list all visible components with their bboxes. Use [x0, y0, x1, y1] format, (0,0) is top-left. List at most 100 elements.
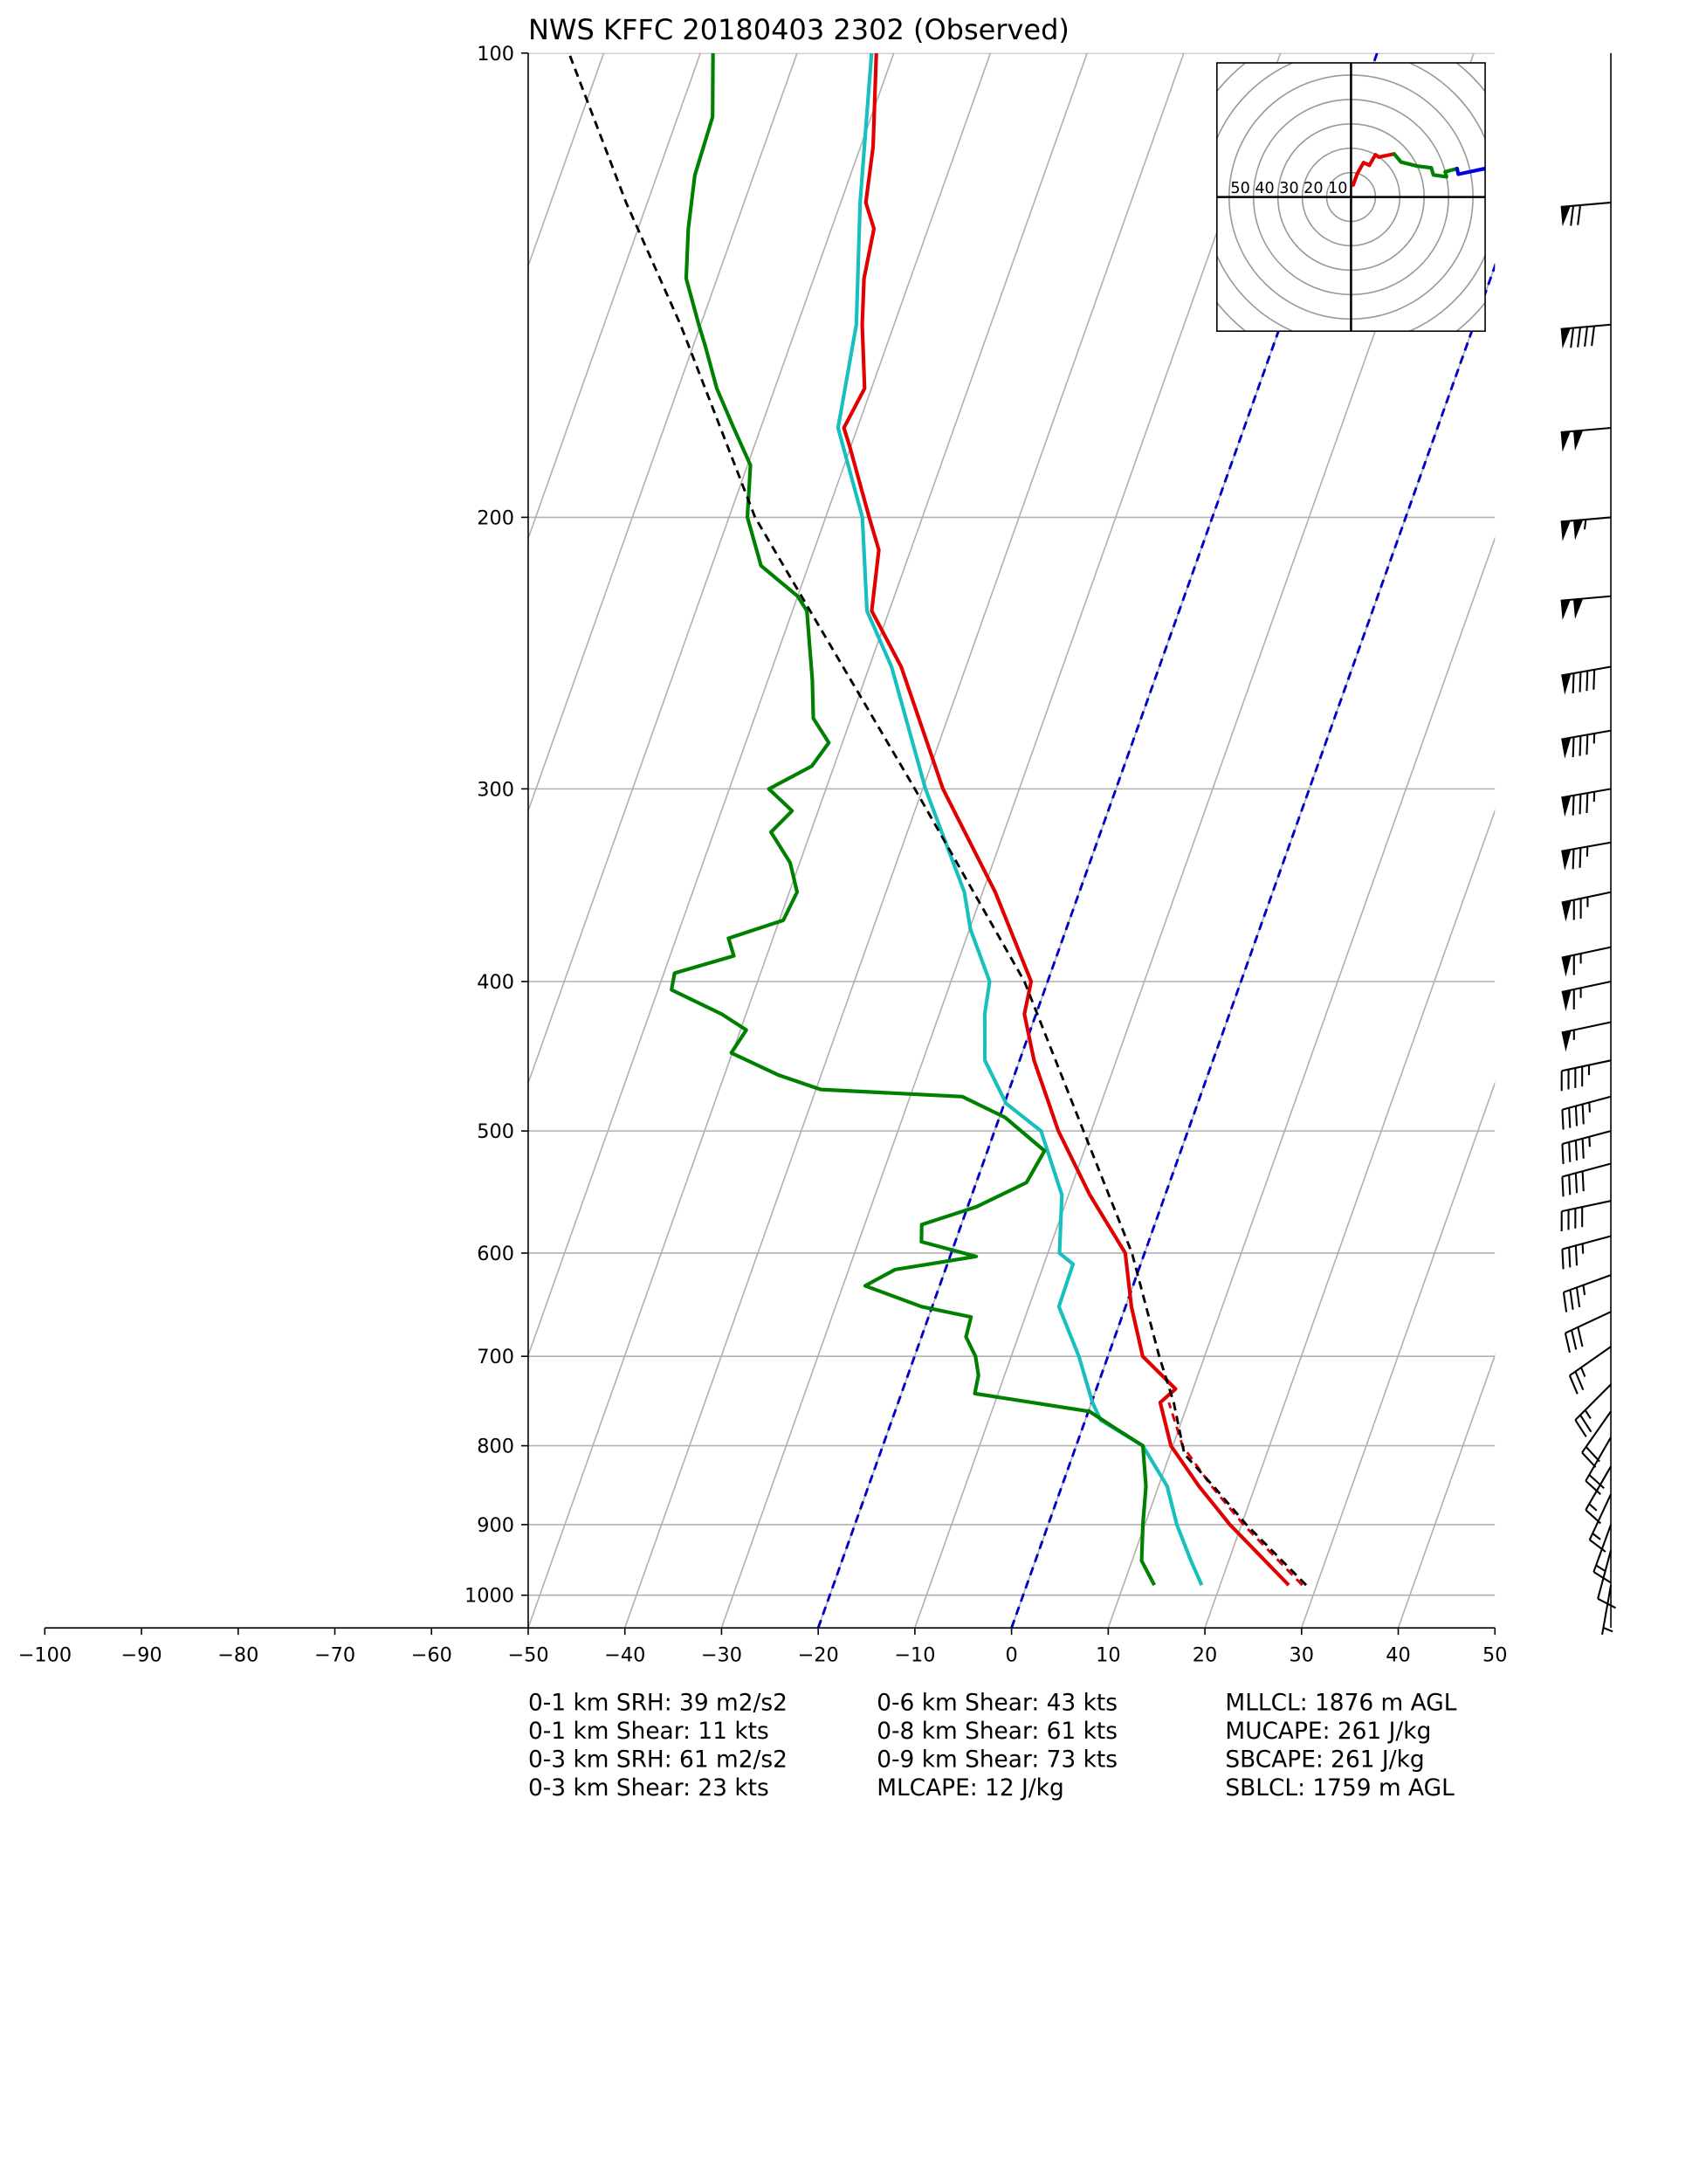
- barb-feather: [1574, 1419, 1587, 1437]
- barb-feather: [1581, 1104, 1585, 1125]
- barb-half-feather: [1588, 1136, 1591, 1147]
- wind-barb: [1561, 841, 1612, 871]
- stat-text: SBLCL: 1759 m AGL: [1225, 1774, 1455, 1802]
- barb-half-feather: [1588, 1102, 1591, 1113]
- barb-feather: [1585, 1480, 1601, 1495]
- wind-barb: [1562, 1274, 1612, 1312]
- wind-barb: [1568, 1346, 1612, 1395]
- barb-feather: [1592, 669, 1596, 690]
- hodograph-frame: [1216, 62, 1486, 333]
- barb-flag: [1561, 900, 1572, 922]
- hodograph-segment: [1555, 159, 1567, 161]
- wind-barb: [1560, 516, 1612, 541]
- barb-feather: [1561, 1143, 1565, 1164]
- x-tick-label: −60: [411, 1644, 452, 1667]
- y-tick-label: 600: [477, 1243, 514, 1265]
- barb-shaft: [1560, 595, 1612, 602]
- x-tick-label: −90: [120, 1644, 162, 1667]
- barb-feather: [1592, 1571, 1612, 1584]
- barb-feather: [1581, 1171, 1585, 1192]
- x-tick-label: −20: [798, 1644, 839, 1667]
- barb-feather: [1570, 327, 1575, 348]
- x-tick-label: 20: [1193, 1644, 1218, 1667]
- barb-feather: [1577, 204, 1582, 225]
- barb-flag: [1561, 955, 1572, 977]
- y-tick-label: 100: [477, 43, 514, 65]
- isotherm: [527, 52, 895, 1085]
- barb-shaft: [1581, 1410, 1612, 1454]
- barb-feather: [1574, 1140, 1579, 1161]
- barb-feather: [1561, 1176, 1565, 1197]
- barb-feather: [1577, 327, 1582, 348]
- hodograph-segment: [1431, 173, 1448, 179]
- hodograph-ring-label: 30: [1279, 180, 1298, 197]
- profile-line: [1167, 1402, 1303, 1587]
- hodograph-segment: [1531, 161, 1556, 165]
- wind-barb: [1561, 1130, 1612, 1164]
- isotherm: [1397, 1353, 1496, 1629]
- x-tick-label: −10: [894, 1644, 935, 1667]
- wind-barb: [1561, 1095, 1612, 1130]
- x-tick-label: −70: [314, 1644, 355, 1667]
- profile-line: [670, 52, 1156, 1587]
- wind-barb: [1581, 1410, 1612, 1468]
- stat-text: 0-8 km Shear: 61 kts: [877, 1718, 1118, 1745]
- barb-flag: [1560, 327, 1571, 349]
- wind-barb: [1592, 1524, 1613, 1584]
- barb-feather: [1579, 735, 1582, 756]
- barb-feather: [1586, 671, 1589, 692]
- x-tick-label: 10: [1096, 1644, 1121, 1667]
- barb-feather: [1577, 1326, 1584, 1347]
- barb-feather: [1571, 1329, 1578, 1350]
- y-tick-label: 200: [477, 506, 514, 529]
- hodograph-segment: [1570, 176, 1594, 177]
- barb-flag: [1561, 1030, 1572, 1052]
- barb-feather: [1568, 1247, 1572, 1268]
- hodograph-segment: [1456, 167, 1484, 176]
- y-tick-label: 800: [477, 1436, 514, 1458]
- stat-text: 0-1 km Shear: 11 kts: [528, 1718, 769, 1745]
- hodograph-segment: [1594, 175, 1606, 176]
- barb-feather: [1568, 1107, 1572, 1128]
- barb-feather: [1562, 1292, 1568, 1312]
- hodograph-segment: [1594, 175, 1606, 176]
- barb-shaft: [1561, 946, 1612, 959]
- barb-shaft: [1561, 729, 1612, 741]
- barb-shaft: [1585, 1436, 1612, 1482]
- chart-title: NWS KFFC 20180403 2302 (Observed): [528, 13, 1070, 46]
- barb-feather: [1572, 737, 1575, 758]
- barb-shaft: [1561, 665, 1612, 677]
- isotherm: [1494, 1625, 1496, 1629]
- barb-half-feather: [1580, 1367, 1586, 1377]
- barb-feather: [1574, 1106, 1579, 1126]
- wind-barb: [1561, 665, 1612, 695]
- wind-barb: [1561, 891, 1612, 922]
- barb-feather: [1561, 1249, 1565, 1270]
- hodograph: 50 40 30 20 10: [1216, 62, 1606, 333]
- barb-shaft: [1561, 980, 1612, 993]
- barb-shaft: [1569, 1346, 1612, 1377]
- x-tick-label: 0: [1005, 1644, 1017, 1667]
- y-tick-label: 500: [477, 1120, 514, 1143]
- barb-feather: [1572, 849, 1575, 870]
- stat-text: 0-3 km SRH: 61 m2/s2: [528, 1747, 788, 1774]
- wind-barb: [1564, 1311, 1612, 1354]
- barb-half-feather: [1581, 1244, 1585, 1254]
- isotherm: [527, 52, 701, 541]
- hodograph-plot: 50 40 30 20 10: [1216, 63, 1606, 332]
- barb-feather: [1579, 1414, 1592, 1433]
- barb-shaft: [1562, 1095, 1612, 1111]
- hodograph-ring-label: 50: [1230, 180, 1249, 197]
- wind-barb: [1597, 1549, 1617, 1609]
- barb-feather: [1588, 1474, 1605, 1490]
- barb-feather: [1568, 1175, 1572, 1195]
- barb-flag: [1561, 737, 1572, 759]
- wind-barb: [1588, 1493, 1613, 1553]
- hodograph-segment: [1377, 152, 1396, 159]
- hodograph-ring-label: 40: [1255, 180, 1274, 197]
- barb-flag: [1561, 989, 1572, 1011]
- hodograph-segment: [1443, 167, 1459, 174]
- wind-barb: [1561, 729, 1612, 759]
